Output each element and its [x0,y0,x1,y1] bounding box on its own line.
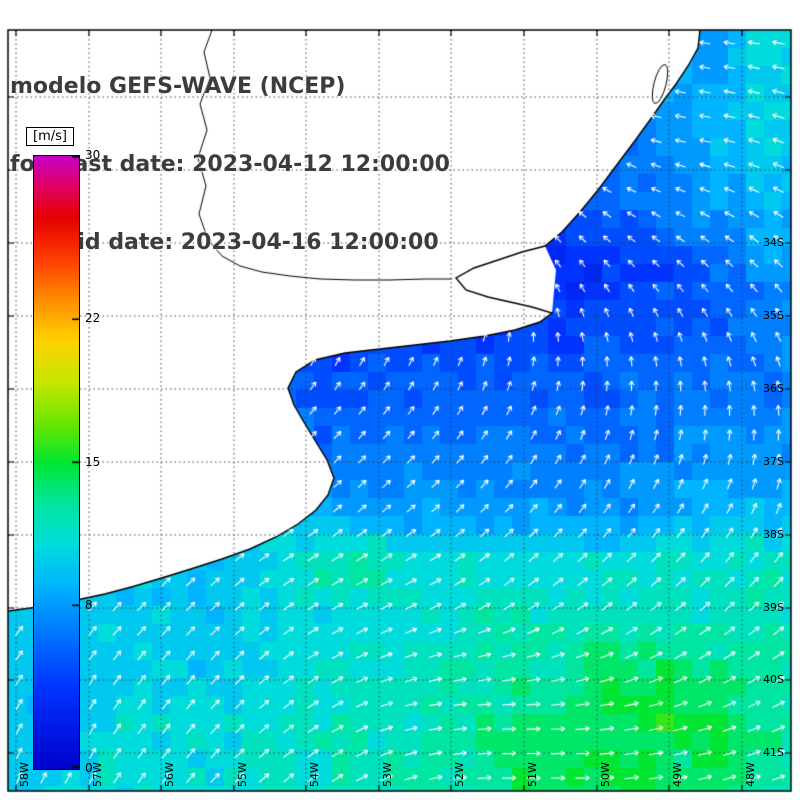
model-title: modelo GEFS-WAVE (NCEP) [10,74,346,99]
longitude-tick-label: 52W [453,762,466,787]
latitude-tick-label: 38S [763,528,784,541]
longitude-tick-label: 48W [744,762,757,787]
colorbar-tick-label: 15 [85,454,101,469]
longitude-tick-label: 57W [91,762,104,787]
latitude-tick-label: 34S [763,236,784,249]
colorbar-gradient [33,155,80,770]
colorbar: [m/s] 30 22 15 8 0 [26,127,100,775]
longitude-tick-label: 51W [526,762,539,787]
colorbar-tick-label: 22 [85,311,101,326]
latitude-tick-label: 39S [763,601,784,614]
latitude-tick-label: 36S [763,382,784,395]
longitude-tick-label: 54W [308,762,321,787]
latitude-tick-label: 40S [763,673,784,686]
colorbar-unit-label: [m/s] [26,127,74,146]
latitude-tick-label: 35S [763,309,784,322]
colorbar-tick-label: 8 [85,597,93,612]
latitude-tick-label: 41S [763,746,784,759]
longitude-tick-label: 50W [599,762,612,787]
longitude-tick-label: 58W [18,762,31,787]
latitude-tick-label: 37S [763,455,784,468]
longitude-tick-label: 53W [381,762,394,787]
colorbar-tick-label: 0 [85,761,93,775]
colorbar-tick-label: 30 [85,148,101,162]
longitude-tick-label: 55W [236,762,249,787]
longitude-tick-label: 56W [163,762,176,787]
longitude-tick-label: 49W [671,762,684,787]
